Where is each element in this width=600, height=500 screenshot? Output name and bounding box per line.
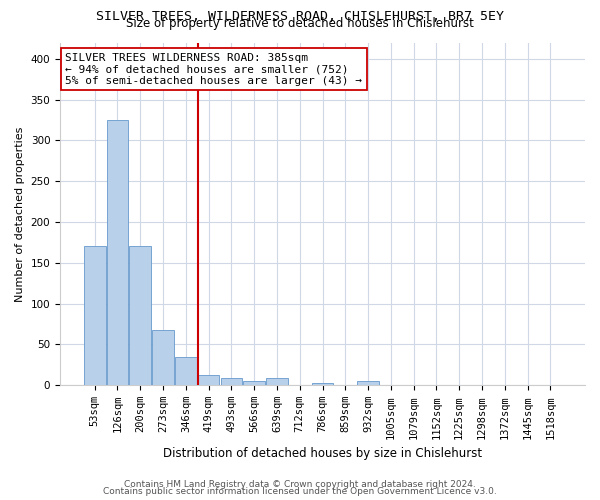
Bar: [130, 246, 151, 385]
Bar: [244, 381, 265, 385]
Y-axis label: Number of detached properties: Number of detached properties: [15, 126, 25, 302]
Bar: [198, 376, 220, 385]
Text: SILVER TREES WILDERNESS ROAD: 385sqm
← 94% of detached houses are smaller (752)
: SILVER TREES WILDERNESS ROAD: 385sqm ← 9…: [65, 53, 362, 86]
Bar: [221, 378, 242, 385]
Bar: [107, 120, 128, 385]
Text: Contains public sector information licensed under the Open Government Licence v3: Contains public sector information licen…: [103, 487, 497, 496]
Bar: [357, 381, 379, 385]
Bar: [175, 356, 197, 385]
Text: SILVER TREES, WILDERNESS ROAD, CHISLEHURST, BR7 5EY: SILVER TREES, WILDERNESS ROAD, CHISLEHUR…: [96, 10, 504, 23]
Bar: [152, 330, 174, 385]
Bar: [266, 378, 288, 385]
Text: Size of property relative to detached houses in Chislehurst: Size of property relative to detached ho…: [126, 18, 474, 30]
X-axis label: Distribution of detached houses by size in Chislehurst: Distribution of detached houses by size …: [163, 447, 482, 460]
Bar: [84, 246, 106, 385]
Text: Contains HM Land Registry data © Crown copyright and database right 2024.: Contains HM Land Registry data © Crown c…: [124, 480, 476, 489]
Bar: [311, 382, 334, 385]
